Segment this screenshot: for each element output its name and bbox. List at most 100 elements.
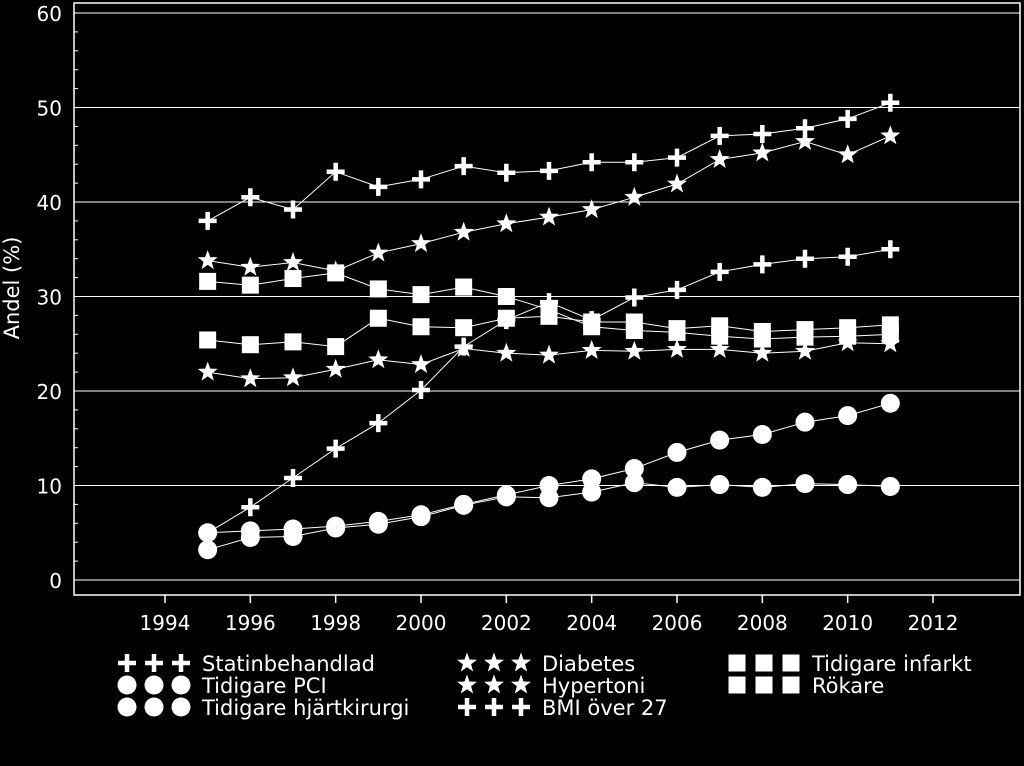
data-point-plus: [198, 523, 217, 542]
data-point-square: [412, 318, 430, 336]
data-point-circle: [496, 485, 516, 505]
x-tick-label: 2002: [481, 611, 532, 635]
data-point-plus: [497, 163, 516, 182]
legend-marker-circle: [144, 675, 164, 695]
data-point-square: [369, 280, 387, 298]
data-point-star: [795, 340, 815, 360]
data-point-plus: [668, 148, 686, 167]
data-point-circle: [838, 406, 858, 426]
data-point-circle: [240, 521, 260, 541]
legend-label: Rökare: [812, 674, 884, 698]
data-point-plus: [540, 161, 558, 180]
series-hypertoni: [197, 125, 901, 280]
data-point-star: [411, 233, 431, 253]
data-point-plus: [198, 211, 217, 230]
y-tick-label: 30: [37, 286, 62, 310]
x-tick-label: 1996: [225, 611, 276, 635]
data-point-star: [624, 340, 645, 360]
data-point-plus: [412, 381, 430, 400]
data-point-circle: [326, 516, 346, 536]
legend-marker-circle: [117, 697, 137, 717]
series-tidigare-hj-rtkirurgi: [198, 393, 900, 543]
data-point-square: [455, 319, 473, 337]
data-point-square: [241, 276, 259, 294]
data-point-square: [284, 333, 302, 351]
data-point-square: [412, 286, 430, 304]
data-point-square: [284, 270, 302, 288]
data-point-plus: [753, 255, 772, 274]
data-point-square: [199, 331, 217, 349]
legend-marker-square: [782, 676, 800, 694]
data-point-star: [880, 125, 901, 145]
data-point-circle: [752, 477, 772, 497]
legend-item: BMI över 27: [458, 696, 668, 720]
data-point-square: [327, 264, 345, 282]
data-point-plus: [454, 337, 473, 356]
x-tick-label: 2012: [908, 611, 959, 635]
data-point-square: [881, 316, 899, 334]
data-point-plus: [710, 262, 729, 281]
data-point-plus: [369, 177, 388, 196]
y-axis-ticks: 0 10 20 30 40 50 60: [37, 2, 62, 593]
data-point-square: [327, 338, 345, 356]
data-point-star: [240, 368, 261, 388]
data-point-plus: [625, 153, 644, 172]
legend-marker-circle: [171, 697, 191, 717]
y-minor-ticks: [74, 12, 78, 581]
data-point-plus: [412, 170, 430, 189]
data-point-circle: [667, 442, 687, 462]
data-point-plus: [753, 124, 772, 143]
data-point-circle: [582, 469, 602, 489]
data-point-circle: [795, 474, 815, 494]
series-group: [197, 93, 901, 560]
data-point-square: [497, 309, 515, 327]
data-point-star: [411, 354, 431, 373]
x-tick-label: 2010: [822, 611, 873, 635]
legend-marker-plus: [172, 654, 190, 672]
data-point-square: [241, 336, 259, 354]
data-point-square: [199, 272, 217, 290]
data-point-circle: [411, 505, 431, 525]
data-point-star: [496, 342, 517, 362]
data-point-square: [839, 319, 857, 337]
x-tick-label: 1998: [310, 611, 361, 635]
data-point-star: [624, 186, 645, 206]
legend-marker-square: [728, 676, 746, 694]
legend-marker-circle: [144, 697, 164, 717]
y-tick-label: 0: [49, 569, 62, 593]
x-tick-label: 2008: [737, 611, 788, 635]
data-point-circle: [880, 393, 900, 413]
data-point-plus: [369, 414, 388, 433]
data-point-plus: [454, 157, 473, 176]
y-tick-label: 60: [37, 2, 62, 26]
legend-label: Tidigare PCI: [201, 674, 327, 698]
data-point-star: [453, 221, 474, 241]
x-axis-ticks: 1994 1996 1998 2000 2002 2004 2006 2008 2010 2012: [140, 595, 959, 635]
series-r-kare: [199, 307, 899, 356]
data-point-star: [325, 358, 346, 378]
legend-marker-square: [782, 654, 800, 672]
data-point-circle: [710, 475, 730, 495]
data-point-star: [752, 142, 773, 162]
series-statinbehandlad: [198, 93, 900, 230]
legend-marker-plus: [145, 654, 163, 672]
data-point-circle: [624, 458, 644, 478]
data-point-circle: [198, 540, 218, 560]
x-tick-label: 1994: [140, 611, 191, 635]
data-point-circle: [880, 476, 900, 496]
legend-marker-star: [511, 652, 531, 672]
data-point-circle: [454, 494, 474, 514]
data-point-circle: [539, 476, 559, 495]
legend-marker-star: [511, 674, 531, 694]
data-point-circle: [710, 430, 730, 450]
data-point-plus: [284, 468, 302, 487]
data-point-star: [197, 361, 218, 381]
data-point-star: [368, 349, 389, 369]
y-tick-label: 10: [37, 475, 62, 499]
data-point-plus: [710, 126, 729, 145]
data-point-square: [668, 320, 686, 338]
data-point-circle: [667, 477, 687, 497]
data-point-star: [283, 252, 303, 271]
legend-item: Hypertoni: [457, 674, 645, 698]
legend-item: Rökare: [728, 674, 884, 698]
